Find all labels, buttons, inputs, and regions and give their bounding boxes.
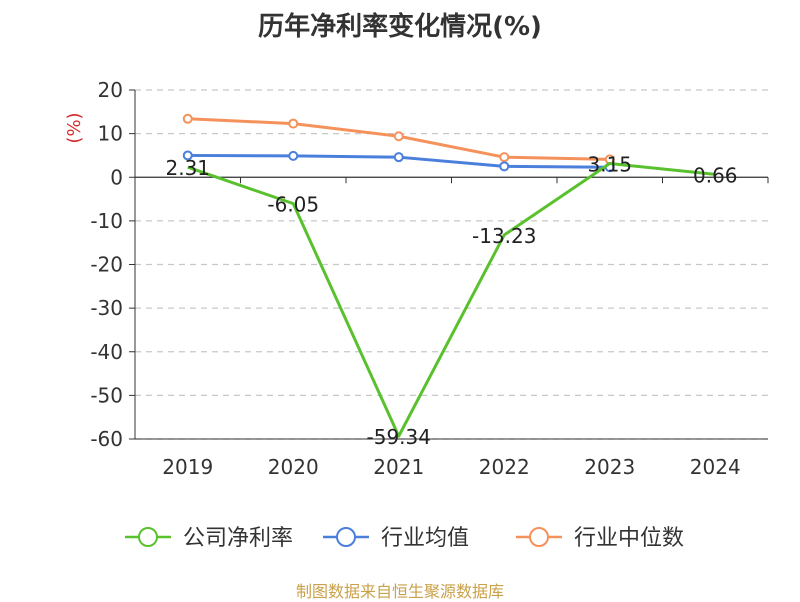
y-tick-label: -20: [90, 253, 123, 277]
legend: 公司净利率 行业均值 行业中位数: [125, 526, 684, 551]
y-axis-label: (%): [64, 112, 85, 143]
tick-labels: 20 10 0 -10 -20 -30 -40 -50 -60 2019 2020 2021 2022 2…: [90, 78, 740, 479]
data-label: -13.23: [472, 224, 536, 248]
legend-label: 公司净利率: [183, 526, 293, 551]
data-point: [499, 161, 510, 172]
data-labels: 2.31 -6.05 -59.34 -13.23 3.15 0.66: [165, 153, 737, 450]
series-lines: [182, 113, 716, 438]
data-label: 0.66: [693, 163, 738, 187]
data-label: 2.31: [165, 156, 210, 180]
y-tick-label: -30: [90, 296, 123, 320]
data-label: -6.05: [267, 193, 319, 217]
x-tick-label: 2023: [584, 455, 635, 479]
x-tick-label: 2022: [479, 455, 530, 479]
legend-swatch-marker: [529, 527, 549, 547]
y-tick-label: 10: [98, 122, 123, 146]
y-tick-label: -40: [90, 340, 123, 364]
legend-label: 行业中位数: [574, 526, 684, 551]
data-point: [393, 152, 404, 163]
data-point: [182, 113, 193, 124]
data-point: [499, 152, 510, 163]
axes: [129, 89, 769, 440]
y-tick-label: 0: [110, 165, 123, 189]
y-tick-label: -10: [90, 209, 123, 233]
chart-title: 历年净利率变化情况(%): [258, 12, 542, 42]
data-label: 3.15: [587, 153, 632, 177]
legend-swatch-marker: [336, 527, 356, 547]
data-point: [393, 131, 404, 142]
data-point: [288, 150, 299, 161]
y-tick-label: -60: [90, 427, 123, 451]
legend-swatch-marker: [138, 527, 158, 547]
data-label: -59.34: [367, 425, 431, 449]
legend-label: 行业均值: [381, 526, 469, 551]
y-tick-label: 20: [98, 78, 123, 102]
series-line-0: [187, 162, 716, 438]
y-tick-label: -50: [90, 383, 123, 407]
data-point: [288, 118, 299, 129]
x-tick-label: 2024: [690, 455, 741, 479]
x-tick-label: 2019: [162, 455, 213, 479]
x-tick-label: 2020: [268, 455, 319, 479]
grid-lines: [135, 89, 768, 440]
data-point: [182, 150, 193, 161]
x-tick-label: 2021: [373, 455, 424, 479]
data-source-note: 制图数据来自恒生聚源数据库: [295, 582, 504, 601]
